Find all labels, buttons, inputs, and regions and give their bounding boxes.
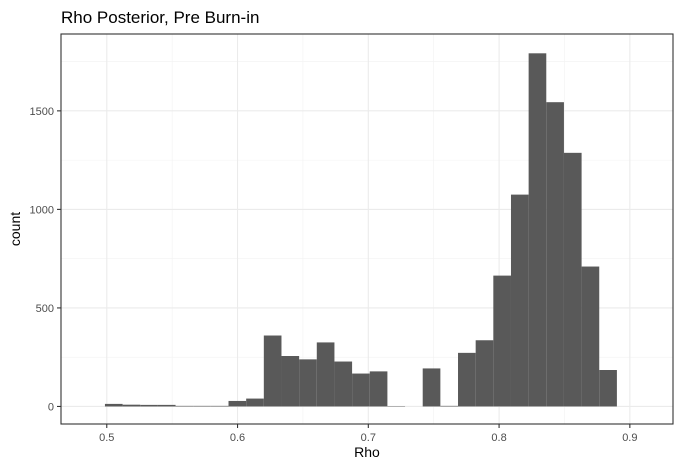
histogram-bar — [193, 406, 211, 407]
y-axis-title: count — [7, 212, 23, 246]
histogram-bar — [370, 371, 388, 406]
x-tick-label: 0.7 — [361, 432, 376, 444]
histogram-bar — [264, 336, 282, 407]
histogram-bar — [229, 401, 247, 407]
histogram-bar — [334, 362, 352, 407]
histogram-bar — [423, 368, 441, 406]
histogram-bar — [317, 342, 335, 406]
histogram-bar — [493, 276, 511, 407]
histogram-bar — [211, 406, 229, 407]
y-tick-label: 1000 — [30, 204, 54, 216]
x-tick-label: 0.9 — [622, 432, 637, 444]
x-tick-label: 0.8 — [491, 432, 506, 444]
histogram-bar — [458, 353, 476, 407]
histogram-bar — [158, 405, 176, 407]
chart-title: Rho Posterior, Pre Burn-in — [61, 8, 259, 27]
histogram-bar — [352, 374, 370, 407]
histogram-bar — [599, 370, 617, 406]
histogram-bar — [476, 340, 494, 406]
histogram-bar — [582, 267, 600, 407]
histogram-bar — [440, 406, 458, 407]
y-tick-label: 0 — [48, 401, 54, 413]
histogram-bar — [123, 405, 141, 407]
y-tick-label: 1500 — [30, 106, 54, 118]
y-tick-label: 500 — [36, 303, 54, 315]
x-tick-label: 0.5 — [99, 432, 114, 444]
x-tick-label: 0.6 — [230, 432, 245, 444]
histogram-bar — [105, 404, 123, 407]
histogram-bar — [281, 356, 299, 406]
histogram-bar — [246, 399, 264, 407]
histogram-bar — [176, 406, 194, 407]
histogram-bar — [546, 102, 564, 406]
histogram-bar — [299, 359, 317, 406]
histogram-bar — [511, 195, 529, 407]
x-axis-title: Rho — [354, 444, 380, 460]
histogram-bar — [564, 153, 582, 407]
histogram-bar — [140, 405, 158, 407]
histogram-bar — [529, 53, 547, 406]
